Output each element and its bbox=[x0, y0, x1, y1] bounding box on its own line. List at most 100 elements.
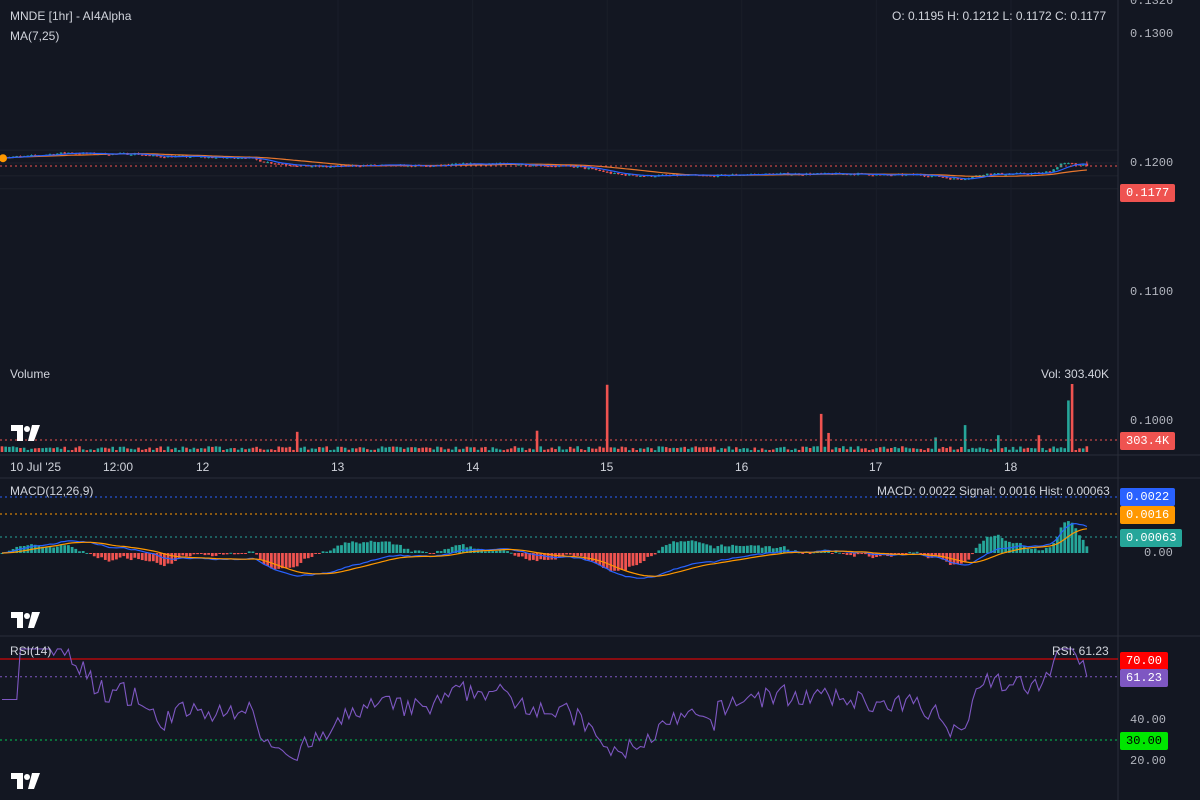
candle-body bbox=[155, 155, 159, 157]
candle-body bbox=[635, 175, 638, 177]
volume-bar bbox=[417, 448, 421, 452]
macd-histogram-bar bbox=[395, 544, 399, 553]
rsi-label: RSI(14) bbox=[10, 644, 52, 658]
macd-histogram-bar bbox=[258, 553, 262, 561]
macd-histogram-bar bbox=[1004, 540, 1008, 553]
volume-bar bbox=[498, 449, 502, 452]
macd-histogram-bar bbox=[100, 553, 104, 558]
volume-bar bbox=[74, 447, 78, 452]
rsi-readout: RSI: 61.23 bbox=[1052, 644, 1109, 658]
macd-histogram-bar bbox=[262, 553, 266, 565]
macd-histogram-bar bbox=[926, 553, 930, 559]
candle-body bbox=[1048, 171, 1052, 173]
volume-bar bbox=[347, 449, 351, 452]
volume-bar bbox=[1081, 448, 1085, 452]
candle-body bbox=[259, 159, 262, 162]
volume-badge: 303.4K bbox=[1120, 432, 1176, 450]
macd-histogram-bar bbox=[365, 542, 369, 553]
macd-histogram-bar bbox=[55, 546, 59, 553]
macd-histogram-bar bbox=[137, 553, 140, 560]
candle-body bbox=[583, 166, 587, 169]
volume-bar bbox=[819, 413, 823, 452]
candle-body bbox=[1004, 174, 1007, 176]
volume-bar bbox=[823, 446, 827, 452]
macd-histogram-bar bbox=[952, 553, 956, 565]
macd-histogram-bar bbox=[37, 545, 41, 553]
volume-bar bbox=[768, 450, 771, 452]
macd-histogram-bar bbox=[81, 551, 85, 553]
candle-body bbox=[960, 178, 963, 180]
volume-bar bbox=[129, 448, 133, 452]
candle-body bbox=[1052, 169, 1055, 172]
macd-histogram-bar bbox=[974, 547, 978, 553]
volume-bar bbox=[380, 446, 384, 452]
macd-histogram-bar bbox=[517, 553, 520, 557]
macd-histogram-bar bbox=[162, 553, 166, 567]
volume-bar bbox=[930, 448, 934, 452]
macd-histogram-bar bbox=[126, 553, 129, 559]
volume-bar bbox=[222, 450, 225, 452]
volume-bar bbox=[631, 448, 635, 452]
candle-body bbox=[214, 157, 218, 159]
volume-bar bbox=[266, 449, 269, 452]
volume-bar bbox=[576, 446, 579, 452]
rsi-axis-label: 20.00 bbox=[1130, 754, 1167, 768]
macd-histogram-bar bbox=[284, 553, 288, 569]
volume-bar bbox=[816, 446, 819, 452]
macd-histogram-bar bbox=[912, 552, 915, 554]
volume-bar bbox=[259, 448, 262, 452]
macd-histogram-bar bbox=[852, 553, 856, 557]
candle-body bbox=[107, 154, 111, 156]
macd-histogram-bar bbox=[155, 553, 159, 563]
macd-histogram-bar bbox=[96, 553, 100, 559]
macd-histogram-bar bbox=[59, 544, 63, 553]
macd-histogram-bar bbox=[1015, 542, 1019, 553]
volume-bar bbox=[1015, 449, 1019, 452]
volume-bar bbox=[1037, 435, 1041, 452]
volume-bar bbox=[19, 447, 22, 452]
volume-bar bbox=[532, 449, 535, 452]
volume-bar bbox=[1070, 384, 1074, 452]
macd-histogram-bar bbox=[340, 545, 343, 553]
tradingview-logo-icon bbox=[11, 773, 40, 789]
volume-bar bbox=[358, 447, 362, 452]
macd-histogram-bar bbox=[683, 541, 687, 553]
macd-histogram-bar bbox=[764, 546, 768, 553]
volume-bar bbox=[22, 447, 26, 452]
volume-bar bbox=[963, 425, 967, 452]
volume-bar bbox=[155, 447, 159, 452]
volume-bar bbox=[450, 449, 454, 452]
volume-bar bbox=[845, 449, 849, 452]
volume-bar bbox=[543, 449, 546, 452]
volume-bar bbox=[33, 448, 37, 452]
volume-bar bbox=[369, 449, 373, 452]
volume-bar bbox=[727, 446, 731, 452]
macd-histogram-bar bbox=[1074, 528, 1078, 553]
volume-bar bbox=[336, 446, 340, 452]
candle-body bbox=[546, 166, 550, 168]
macd-histogram-bar bbox=[310, 553, 314, 557]
volume-bar bbox=[63, 446, 67, 452]
volume-bar bbox=[853, 449, 856, 452]
volume-bar bbox=[229, 448, 233, 452]
volume-bar bbox=[746, 448, 749, 452]
macd-histogram-bar bbox=[664, 545, 668, 553]
macd-histogram-bar bbox=[967, 553, 971, 560]
volume-label: Volume bbox=[10, 367, 51, 381]
volume-bar bbox=[952, 449, 956, 452]
macd-histogram-bar bbox=[1000, 538, 1004, 553]
macd-histogram-bar bbox=[133, 553, 137, 558]
rsi-line bbox=[2, 647, 1088, 762]
macd-histogram-bar bbox=[63, 545, 67, 553]
macd-histogram-bar bbox=[236, 553, 240, 555]
volume-bar bbox=[366, 449, 369, 452]
candle-body bbox=[292, 165, 295, 167]
volume-bar bbox=[801, 446, 805, 452]
macd-histogram-bar bbox=[299, 553, 303, 563]
volume-bar bbox=[982, 448, 985, 452]
macd-histogram-bar bbox=[450, 546, 454, 553]
volume-bar bbox=[923, 450, 926, 452]
candle-body bbox=[956, 178, 960, 180]
volume-bar bbox=[572, 448, 576, 452]
macd-histogram-bar bbox=[849, 553, 853, 556]
